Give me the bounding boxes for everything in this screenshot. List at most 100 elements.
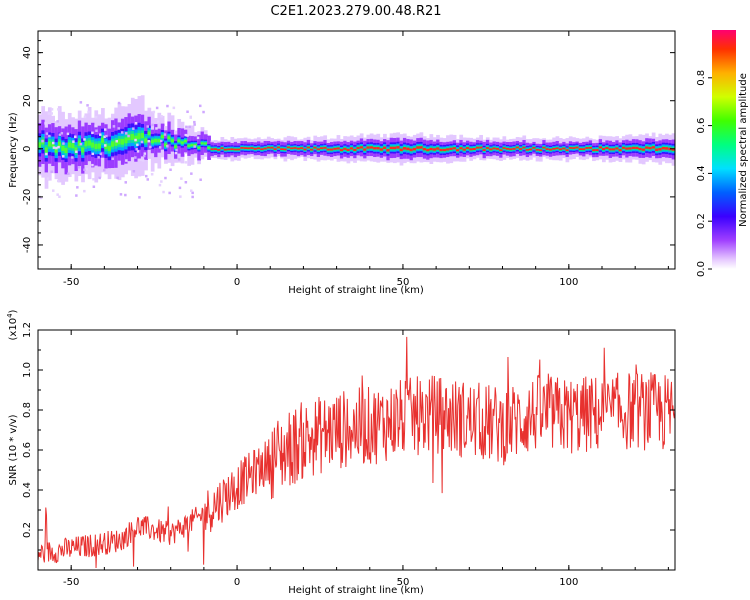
spectrogram-cell xyxy=(266,146,271,149)
spectrogram-cell xyxy=(356,146,361,150)
y-tick-label: 1.0 xyxy=(22,362,33,378)
spectrogram-speckle xyxy=(111,157,114,160)
spectrogram-cell xyxy=(475,146,480,149)
colorbar-ticks: 0.0 0.2 0.4 0.6 0.8 xyxy=(696,70,712,277)
spectrogram-cell xyxy=(300,147,304,149)
spectrogram-cell xyxy=(203,142,208,145)
spectrogram-cell xyxy=(489,148,493,151)
spectrogram-cell xyxy=(283,148,288,151)
spectrogram-speckle xyxy=(125,132,128,135)
spectrogram-speckle xyxy=(178,186,182,190)
spectrogram-speckle xyxy=(39,167,43,170)
spectrogram-cell xyxy=(515,146,520,149)
spectrogram-speckle xyxy=(104,144,107,147)
x-tick-label: 0 xyxy=(234,577,240,588)
spectrogram-cell xyxy=(492,147,497,150)
spectrogram-cell xyxy=(585,147,590,149)
spectrogram-cell xyxy=(363,148,367,151)
spectrogram-cell xyxy=(270,146,274,149)
y-tick-label: 0.8 xyxy=(22,402,33,418)
spectrogram-cell xyxy=(655,148,659,151)
spectrogram-cell xyxy=(233,148,238,151)
spectrogram-cell xyxy=(290,147,294,150)
spectrogram-speckle xyxy=(151,123,154,127)
spectrogram-speckle xyxy=(103,168,106,172)
snr-y-scale-label: (x104) xyxy=(6,309,19,340)
snr-y-scale-base: (x10 xyxy=(8,318,19,341)
spectrogram-cell xyxy=(147,131,152,136)
spectrogram-cell xyxy=(84,141,89,147)
spectrogram-cell xyxy=(558,148,563,151)
spectrogram-cell xyxy=(306,146,311,149)
spectrogram-speckle xyxy=(199,104,202,108)
spectrogram-cell xyxy=(140,132,145,139)
spectrogram-speckle xyxy=(132,127,135,130)
spectrogram-cell xyxy=(422,147,427,151)
spectrogram-cell xyxy=(71,143,75,149)
spectrogram-speckle xyxy=(190,189,193,192)
spectrogram-speckle xyxy=(58,133,61,136)
spectrogram-cell xyxy=(94,143,99,149)
spectrogram-cell xyxy=(499,149,503,152)
spectrogram-speckle xyxy=(57,108,60,111)
spectrogram-speckle xyxy=(166,104,169,108)
spectrogram-cell xyxy=(38,142,42,148)
spectrogram-speckle xyxy=(52,189,55,192)
spectrogram-cell xyxy=(256,147,261,150)
spectrogram-speckle xyxy=(166,145,169,148)
spectrogram-speckle xyxy=(132,170,136,173)
spectrogram-speckle xyxy=(141,159,145,162)
spectrogram-speckle xyxy=(136,150,140,153)
spectrogram-cell xyxy=(240,147,245,149)
spectrogram-speckle xyxy=(41,139,44,143)
spectrogram-cell xyxy=(379,148,384,151)
spectrogram-speckle xyxy=(149,145,152,149)
spectrogram-cell xyxy=(565,149,570,152)
spectrogram-cell xyxy=(479,146,483,149)
spectrogram-cell xyxy=(107,145,112,152)
spectrogram-speckle xyxy=(152,110,156,114)
spectrogram-cell xyxy=(658,148,663,151)
spectrogram-speckle xyxy=(55,146,58,150)
spectrogram-cell xyxy=(572,147,576,149)
spectrogram-speckle xyxy=(145,174,148,178)
spectrogram-cell xyxy=(472,148,477,150)
y-tick-label: 1.2 xyxy=(22,322,33,338)
spectrogram-cell xyxy=(631,146,636,150)
spectrogram-cell xyxy=(648,146,653,150)
spectrogram-speckle xyxy=(199,178,202,181)
spectrogram-speckle xyxy=(146,125,149,128)
colorbar: 0.0 0.2 0.4 0.6 0.8 Normalized spectral ampl… xyxy=(696,30,749,277)
spectrogram-cell xyxy=(432,148,437,151)
spectrogram-cell xyxy=(164,143,168,147)
spectrogram-speckle xyxy=(190,172,193,175)
spectrogram-speckle xyxy=(160,180,163,183)
spectrogram-cell xyxy=(190,144,195,147)
spectrogram-speckle xyxy=(99,133,102,136)
spectrogram-speckle xyxy=(191,191,194,195)
spectrogram-cell xyxy=(170,139,175,143)
spectrogram-cell xyxy=(124,137,128,144)
spectrogram-speckle xyxy=(186,134,189,137)
spectrogram-cell xyxy=(505,147,510,150)
spectrogram-cell xyxy=(595,149,600,152)
spectrogram-speckle xyxy=(57,145,60,149)
spectrogram-cell xyxy=(409,148,414,152)
spectrogram-cell xyxy=(456,149,460,152)
spectrogram-cell xyxy=(465,146,470,150)
spectrogram-speckle xyxy=(76,186,79,189)
spectrogram-cell xyxy=(575,146,580,149)
x-tick-label: 0 xyxy=(234,277,240,288)
spectrogram-speckle xyxy=(67,172,70,175)
spectrogram-speckle xyxy=(75,194,78,197)
spectrogram-speckle xyxy=(127,134,130,138)
colorbar-gradient xyxy=(712,30,736,269)
spectrogram-cell xyxy=(389,146,394,150)
y-tick-label: -40 xyxy=(22,237,33,253)
spectrogram-cell xyxy=(64,147,69,154)
spectrogram-speckle xyxy=(72,140,75,143)
spectrogram-cell xyxy=(369,146,374,149)
spectrogram-plot-frame xyxy=(37,30,676,270)
spectrogram-cell xyxy=(419,146,424,149)
